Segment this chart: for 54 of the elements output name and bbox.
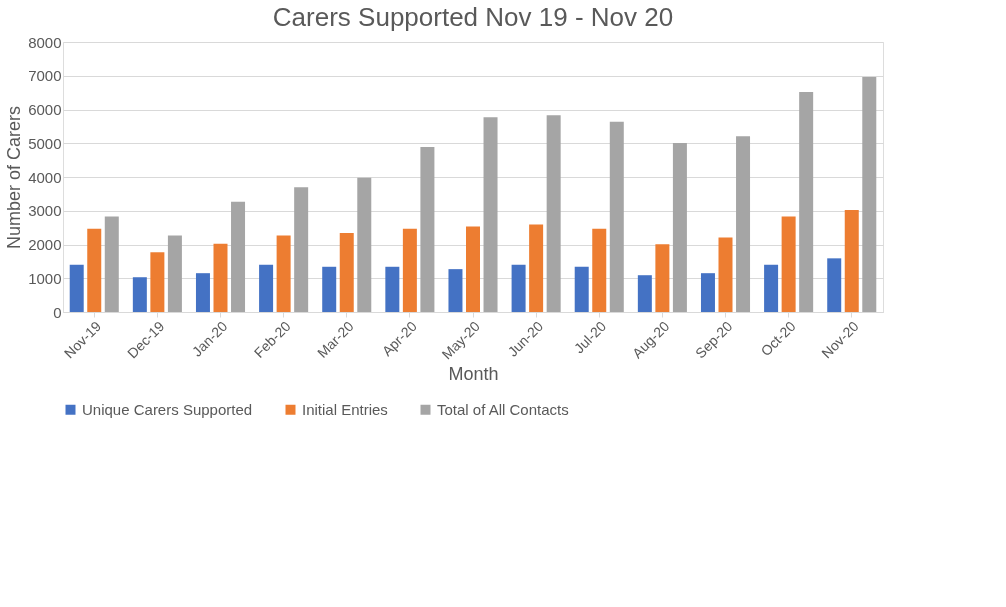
- y-tick-label: 2000: [28, 236, 62, 253]
- y-axis-title: Number of Carers: [4, 105, 25, 250]
- bar: [672, 142, 687, 312]
- y-tick-label: 5000: [28, 134, 62, 152]
- y-tick-label: 3000: [28, 202, 62, 220]
- legend-label: Unique Carers Supported: [82, 400, 253, 418]
- bar: [150, 252, 165, 312]
- y-tick-label: 7000: [28, 67, 62, 85]
- bar: [764, 264, 779, 312]
- bar: [69, 264, 84, 312]
- y-tick-label: 6000: [28, 101, 62, 118]
- y-tick-label: 0: [53, 303, 62, 321]
- bar: [339, 233, 354, 312]
- bar: [511, 264, 526, 312]
- bar: [195, 273, 210, 312]
- bar: [546, 115, 561, 312]
- bar: [213, 243, 228, 312]
- legend-label: Initial Entries: [302, 400, 388, 418]
- legend-label: Total of All Contacts: [437, 400, 569, 418]
- bar: [322, 266, 337, 312]
- y-tick-label: 8000: [28, 33, 62, 51]
- bar: [655, 244, 670, 312]
- bar: [448, 269, 463, 312]
- chart-title: Carers Supported Nov 19 - Nov 20: [272, 2, 674, 32]
- bar: [132, 277, 147, 312]
- y-tick-label: 4000: [28, 168, 62, 186]
- bar: [637, 275, 652, 312]
- bar: [402, 228, 417, 312]
- bar: [483, 117, 498, 312]
- bar: [736, 136, 751, 312]
- bar: [385, 266, 400, 312]
- bar: [718, 237, 733, 312]
- bar: [781, 216, 796, 312]
- bar: [466, 226, 480, 312]
- bar: [357, 177, 372, 312]
- bar: [420, 146, 435, 312]
- x-axis-title: Month: [448, 364, 499, 385]
- bar: [862, 77, 877, 312]
- bar: [592, 228, 607, 312]
- y-tick-label: 1000: [28, 269, 62, 287]
- bar: [276, 235, 291, 312]
- bar: [844, 210, 859, 312]
- bar: [167, 235, 182, 312]
- bar: [231, 201, 246, 312]
- bar: [609, 121, 624, 312]
- bar: [700, 273, 715, 312]
- bar: [529, 224, 544, 312]
- bar: [574, 266, 589, 312]
- bar: [294, 187, 309, 312]
- bar: [827, 258, 842, 312]
- bar: [259, 264, 274, 312]
- bar: [104, 216, 119, 312]
- bar: [87, 228, 102, 312]
- bar: [799, 91, 814, 312]
